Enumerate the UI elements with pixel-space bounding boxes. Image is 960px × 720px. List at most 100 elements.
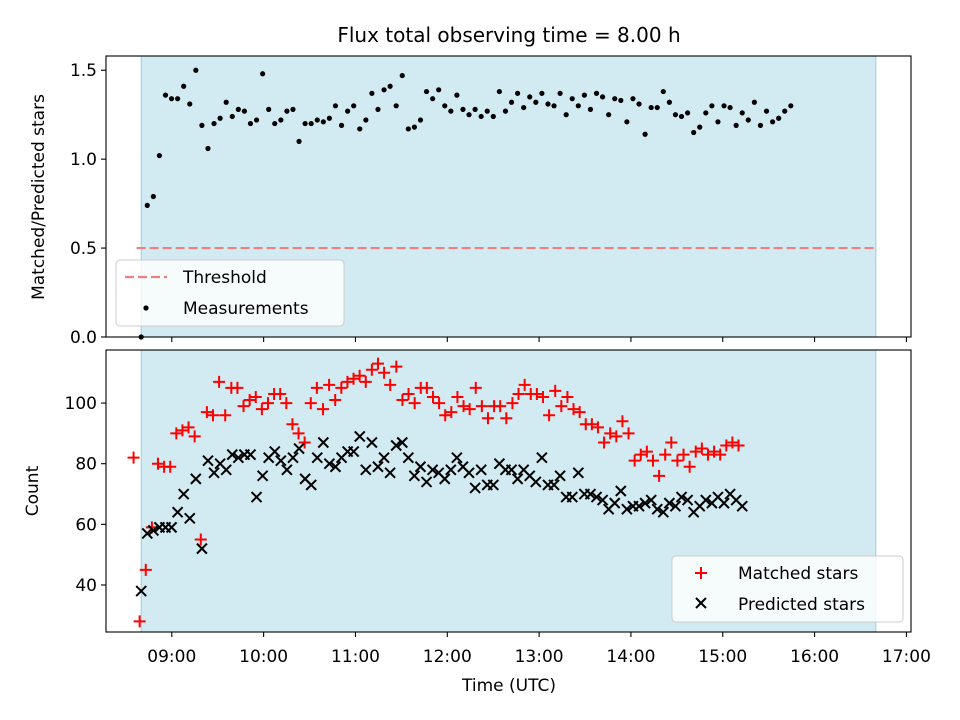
matched-star-marker bbox=[243, 394, 256, 407]
count-y-tick-label: 80 bbox=[75, 455, 97, 475]
matched-star-marker bbox=[457, 400, 470, 413]
predicted-star-marker bbox=[220, 464, 232, 476]
x-tick-label: 17:00 bbox=[882, 647, 931, 667]
measurement-point bbox=[430, 96, 436, 102]
matched-star-marker bbox=[310, 381, 323, 394]
predicted-star-marker bbox=[475, 464, 487, 476]
predicted-star-marker bbox=[469, 482, 481, 494]
predicted-star-marker bbox=[663, 497, 676, 509]
predicted-star-marker bbox=[208, 467, 220, 479]
matched-star-marker bbox=[677, 448, 690, 461]
count-legend-box bbox=[671, 555, 904, 623]
predicted-star-marker bbox=[657, 506, 670, 518]
x-tick-label: 14:00 bbox=[606, 647, 655, 667]
measurement-point bbox=[199, 122, 205, 128]
predicted-star-marker bbox=[378, 451, 390, 464]
matched-star-marker bbox=[598, 436, 611, 449]
matched-star-marker bbox=[640, 445, 653, 458]
matched-star-marker bbox=[585, 418, 598, 431]
measurement-point bbox=[363, 117, 369, 123]
measurement-point bbox=[642, 131, 648, 137]
predicted-star-marker bbox=[590, 491, 603, 503]
ratio-y-ticks: 0.0 0.5 1.0 1.5 bbox=[70, 61, 106, 348]
matched-star-marker bbox=[701, 448, 714, 461]
ratio-y-tick-label: 0.5 bbox=[70, 239, 97, 259]
matched-star-marker bbox=[182, 421, 195, 434]
predicted-star-marker bbox=[372, 461, 384, 473]
predicted-star-marker bbox=[645, 494, 657, 506]
measurement-point bbox=[296, 138, 302, 144]
predicted-star-marker bbox=[718, 497, 730, 509]
measurement-point bbox=[678, 113, 685, 120]
measurement-point bbox=[557, 90, 563, 96]
count-y-axis-label: Count bbox=[23, 465, 43, 516]
matched-star-marker bbox=[665, 436, 678, 449]
measurement-point bbox=[448, 108, 454, 114]
predicted-star-marker bbox=[354, 430, 366, 443]
measurement-point bbox=[205, 145, 211, 152]
matched-star-marker bbox=[500, 412, 513, 425]
measurement-point bbox=[563, 112, 569, 118]
predicted-star-marker bbox=[311, 451, 323, 464]
measurement-point bbox=[624, 119, 630, 125]
matched-star-marker bbox=[213, 375, 226, 388]
predicted-star-marker bbox=[366, 436, 378, 449]
predicted-star-marker bbox=[511, 473, 524, 485]
predicted-star-marker bbox=[196, 542, 208, 555]
matched-star-marker bbox=[139, 563, 152, 576]
measurement-point bbox=[417, 117, 424, 123]
measurement-point bbox=[144, 202, 150, 208]
predicted-star-marker bbox=[232, 451, 245, 464]
measurement-point bbox=[442, 103, 448, 109]
matched-star-marker bbox=[371, 357, 384, 370]
matched-star-marker bbox=[176, 424, 189, 437]
measurement-point bbox=[162, 92, 169, 98]
predicted-star-marker bbox=[141, 527, 153, 540]
measurement-point bbox=[496, 88, 502, 95]
measurement-point bbox=[168, 96, 175, 102]
x-tick-label: 12:00 bbox=[423, 647, 472, 667]
predicted-star-marker bbox=[615, 485, 627, 497]
measurement-point bbox=[660, 88, 666, 95]
matched-star-marker bbox=[335, 381, 348, 394]
measurement-point bbox=[533, 99, 539, 105]
predicted-star-marker bbox=[548, 479, 560, 491]
count-y-tick-label: 60 bbox=[75, 515, 97, 535]
measurement-point bbox=[721, 103, 727, 109]
x-tick-label: 11:00 bbox=[331, 647, 380, 667]
predicted-star-marker bbox=[256, 470, 269, 482]
matched-star-marker bbox=[384, 378, 397, 391]
x-tick-label: 13:00 bbox=[515, 647, 564, 667]
predicted-star-marker bbox=[536, 451, 548, 464]
measurement-point bbox=[253, 117, 260, 123]
matched-star-marker bbox=[378, 366, 391, 379]
legend-matched-label: Matched stars bbox=[738, 564, 858, 584]
matched-star-marker bbox=[543, 409, 556, 422]
measurement-point bbox=[272, 120, 278, 127]
measurement-point bbox=[290, 106, 296, 112]
measurement-point bbox=[521, 104, 527, 111]
measurement-point bbox=[247, 120, 254, 127]
predicted-star-marker bbox=[190, 473, 202, 485]
legend-threshold-label: Threshold bbox=[182, 268, 267, 288]
matched-star-marker bbox=[518, 378, 531, 391]
measurement-point bbox=[387, 83, 393, 89]
matched-star-marker bbox=[536, 391, 549, 403]
measurement-point bbox=[757, 122, 764, 128]
predicted-star-marker bbox=[420, 476, 433, 488]
measurement-point bbox=[654, 104, 660, 111]
count-y-tick-label: 100 bbox=[65, 394, 97, 414]
measurement-point bbox=[581, 92, 587, 98]
measurement-point bbox=[484, 108, 490, 114]
predicted-star-marker bbox=[293, 442, 305, 455]
matched-star-marker bbox=[127, 451, 140, 464]
predicted-star-marker bbox=[323, 458, 336, 470]
measurement-point bbox=[618, 97, 624, 104]
ratio-legend-box bbox=[115, 259, 345, 327]
measurement-point bbox=[612, 96, 618, 102]
measurement-point bbox=[260, 71, 266, 77]
matched-star-marker bbox=[292, 427, 305, 440]
predicted-star-marker bbox=[275, 454, 287, 467]
predicted-star-marker bbox=[390, 439, 402, 452]
predicted-star-marker bbox=[463, 467, 475, 479]
